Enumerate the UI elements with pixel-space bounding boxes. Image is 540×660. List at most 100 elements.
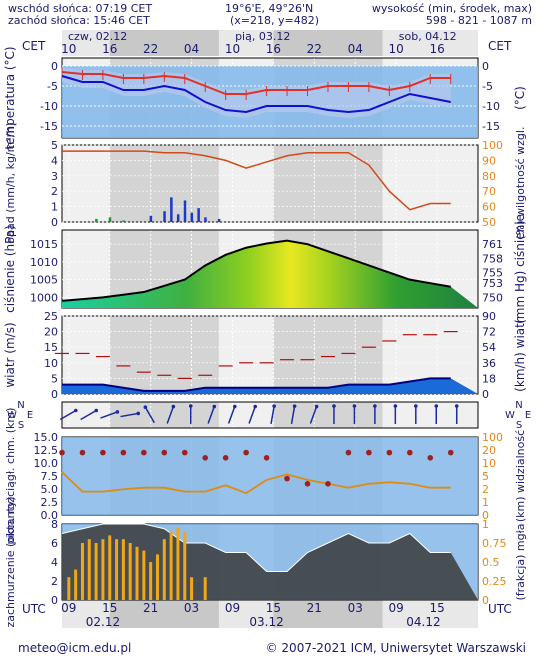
wind-arrowhead: [314, 404, 319, 409]
precip-left-ytick: 5: [51, 139, 58, 152]
wind-arrowhead: [73, 408, 78, 413]
hour-label-bottom: 03: [184, 601, 199, 615]
wind-arrowhead: [414, 404, 418, 408]
fog-bar: [203, 577, 207, 600]
fog-ytick-right: 0.5: [482, 556, 500, 569]
cloud-ytick-left: 6: [51, 537, 58, 550]
temp-right-ytick: -15: [482, 120, 500, 133]
footer-email[interactable]: meteo@icm.edu.pl: [18, 641, 132, 655]
fog-bar: [74, 569, 78, 600]
wind-ylabel: wiatr (m/s): [3, 322, 17, 387]
cloud-depth-dot: [325, 481, 331, 487]
wind-arrowhead: [373, 404, 377, 408]
cloud-depth-dot: [181, 449, 188, 456]
visibility-ytick-left: 12.5: [34, 444, 59, 457]
cloud-depth-dot: [141, 449, 147, 456]
fog-bar: [115, 539, 119, 600]
wind-arrow: [309, 406, 318, 424]
wind-arrowhead: [352, 404, 357, 408]
precip-bar: [122, 220, 125, 222]
wind-arrowhead: [393, 404, 398, 408]
hour-label-bottom: 09: [61, 601, 76, 615]
temp-right-ytick: -5: [482, 80, 493, 93]
compass-right-W: W: [505, 410, 515, 421]
wind-arrow: [100, 411, 118, 419]
precip-bar: [108, 217, 112, 222]
visibility-ytick-left: 7.5: [41, 470, 59, 483]
cloud-depth-dot: [120, 449, 127, 456]
precip-left-ytick: 4: [51, 154, 58, 167]
cloud-depth-dot: [407, 449, 413, 456]
humidity-ylabel: (%) wilgotność wzgl.: [514, 127, 527, 240]
humidity-ytick: 100: [482, 139, 503, 152]
visibility-bg: [62, 437, 478, 515]
cloud-depth-dot: [304, 481, 311, 487]
humidity-ytick: 60: [482, 201, 496, 214]
fog-bar: [169, 531, 173, 600]
pressure-ylabel-right: (mm Hg) ciśnienie: [513, 214, 527, 324]
fog-bar: [142, 550, 146, 600]
cloud-depth-dot: [161, 449, 168, 456]
wind-arrow: [248, 406, 256, 424]
fog-ytick-right: 1: [482, 518, 489, 531]
fog-ytick-right: 0.25: [482, 575, 507, 588]
compass-left-E: E: [27, 410, 33, 421]
cloud-depth-dot: [427, 455, 434, 461]
sunset-text: zachód słońca: 15:46 CET: [8, 14, 150, 27]
precip-left-ytick: 2: [51, 185, 58, 198]
pressure-left-ytick: 1010: [30, 256, 58, 269]
wind-ytick-right: 90: [482, 310, 496, 323]
cloud-depth-dot: [222, 455, 229, 461]
cloud-depth-dot: [284, 475, 290, 482]
wind-arrowhead: [434, 404, 439, 408]
wind-ytick-right: 18: [482, 372, 496, 385]
precip-ylabel: opad (mm/h, kg/m²/h): [4, 122, 17, 243]
cloud-ytick-left: 2: [51, 575, 58, 588]
precip-panel: [62, 145, 478, 222]
hour-label-bottom: 15: [429, 601, 444, 615]
wind-ytick-right: 36: [482, 357, 496, 370]
temp-right-ytick: -10: [482, 100, 500, 113]
wind-ytick-right: 54: [482, 341, 496, 354]
compass-left-S: S: [18, 420, 24, 431]
cloud-ylabel: zachmurzenie (oktanty): [4, 496, 17, 627]
compass-left-W: W: [7, 410, 17, 421]
pressure-ylabel: ciśnienie (hPa): [3, 225, 17, 313]
cloud-depth-dot: [447, 449, 454, 456]
precip-bar: [170, 197, 173, 222]
fog-bar: [121, 539, 125, 600]
compass-left-N: N: [17, 400, 24, 411]
wind-arrowhead: [272, 404, 276, 408]
fog-ylabel: (frakcja) mgła: [514, 524, 527, 601]
wind-left-ytick: 15: [44, 341, 58, 354]
visibility-ytick-right: 20: [482, 444, 496, 457]
hour-label-bottom: 15: [102, 601, 117, 615]
temperature-max-line: [61, 71, 451, 95]
temperature-ylabel-right: (°C): [513, 86, 527, 110]
compass-right-S: S: [516, 420, 522, 431]
compass-right-N: N: [515, 400, 522, 411]
timezone-top-left: CET: [22, 39, 46, 53]
temp-left-ytick: 0: [51, 60, 58, 73]
timezone-bottom-left: UTC: [22, 602, 46, 616]
cloud-depth-dot: [202, 455, 209, 461]
pressure-ytick-right: 753: [482, 277, 503, 290]
bottom-night-band: [273, 600, 383, 628]
pressure-area: [62, 240, 478, 308]
compass-right-E: E: [525, 410, 531, 421]
wind-arrowhead: [188, 404, 193, 408]
wind-arrowhead: [143, 405, 148, 410]
hour-label-top: 16: [102, 42, 117, 56]
hour-label-top: 22: [143, 42, 158, 56]
hour-label-bottom: 15: [266, 601, 281, 615]
hour-label-top: 10: [225, 42, 240, 56]
fog-bar: [94, 543, 98, 600]
pressure-ytick-right: 750: [482, 291, 503, 304]
cloud-depth-dot: [100, 449, 106, 456]
precip-panel-night: [109, 145, 219, 222]
hour-label-top: 10: [389, 42, 404, 56]
wind-arrowhead: [232, 404, 237, 409]
temperature-ylabel: temperatura (°C): [3, 46, 17, 149]
visibility-ytick-left: 2.5: [41, 496, 59, 509]
cloud-depth-dot: [243, 449, 249, 456]
